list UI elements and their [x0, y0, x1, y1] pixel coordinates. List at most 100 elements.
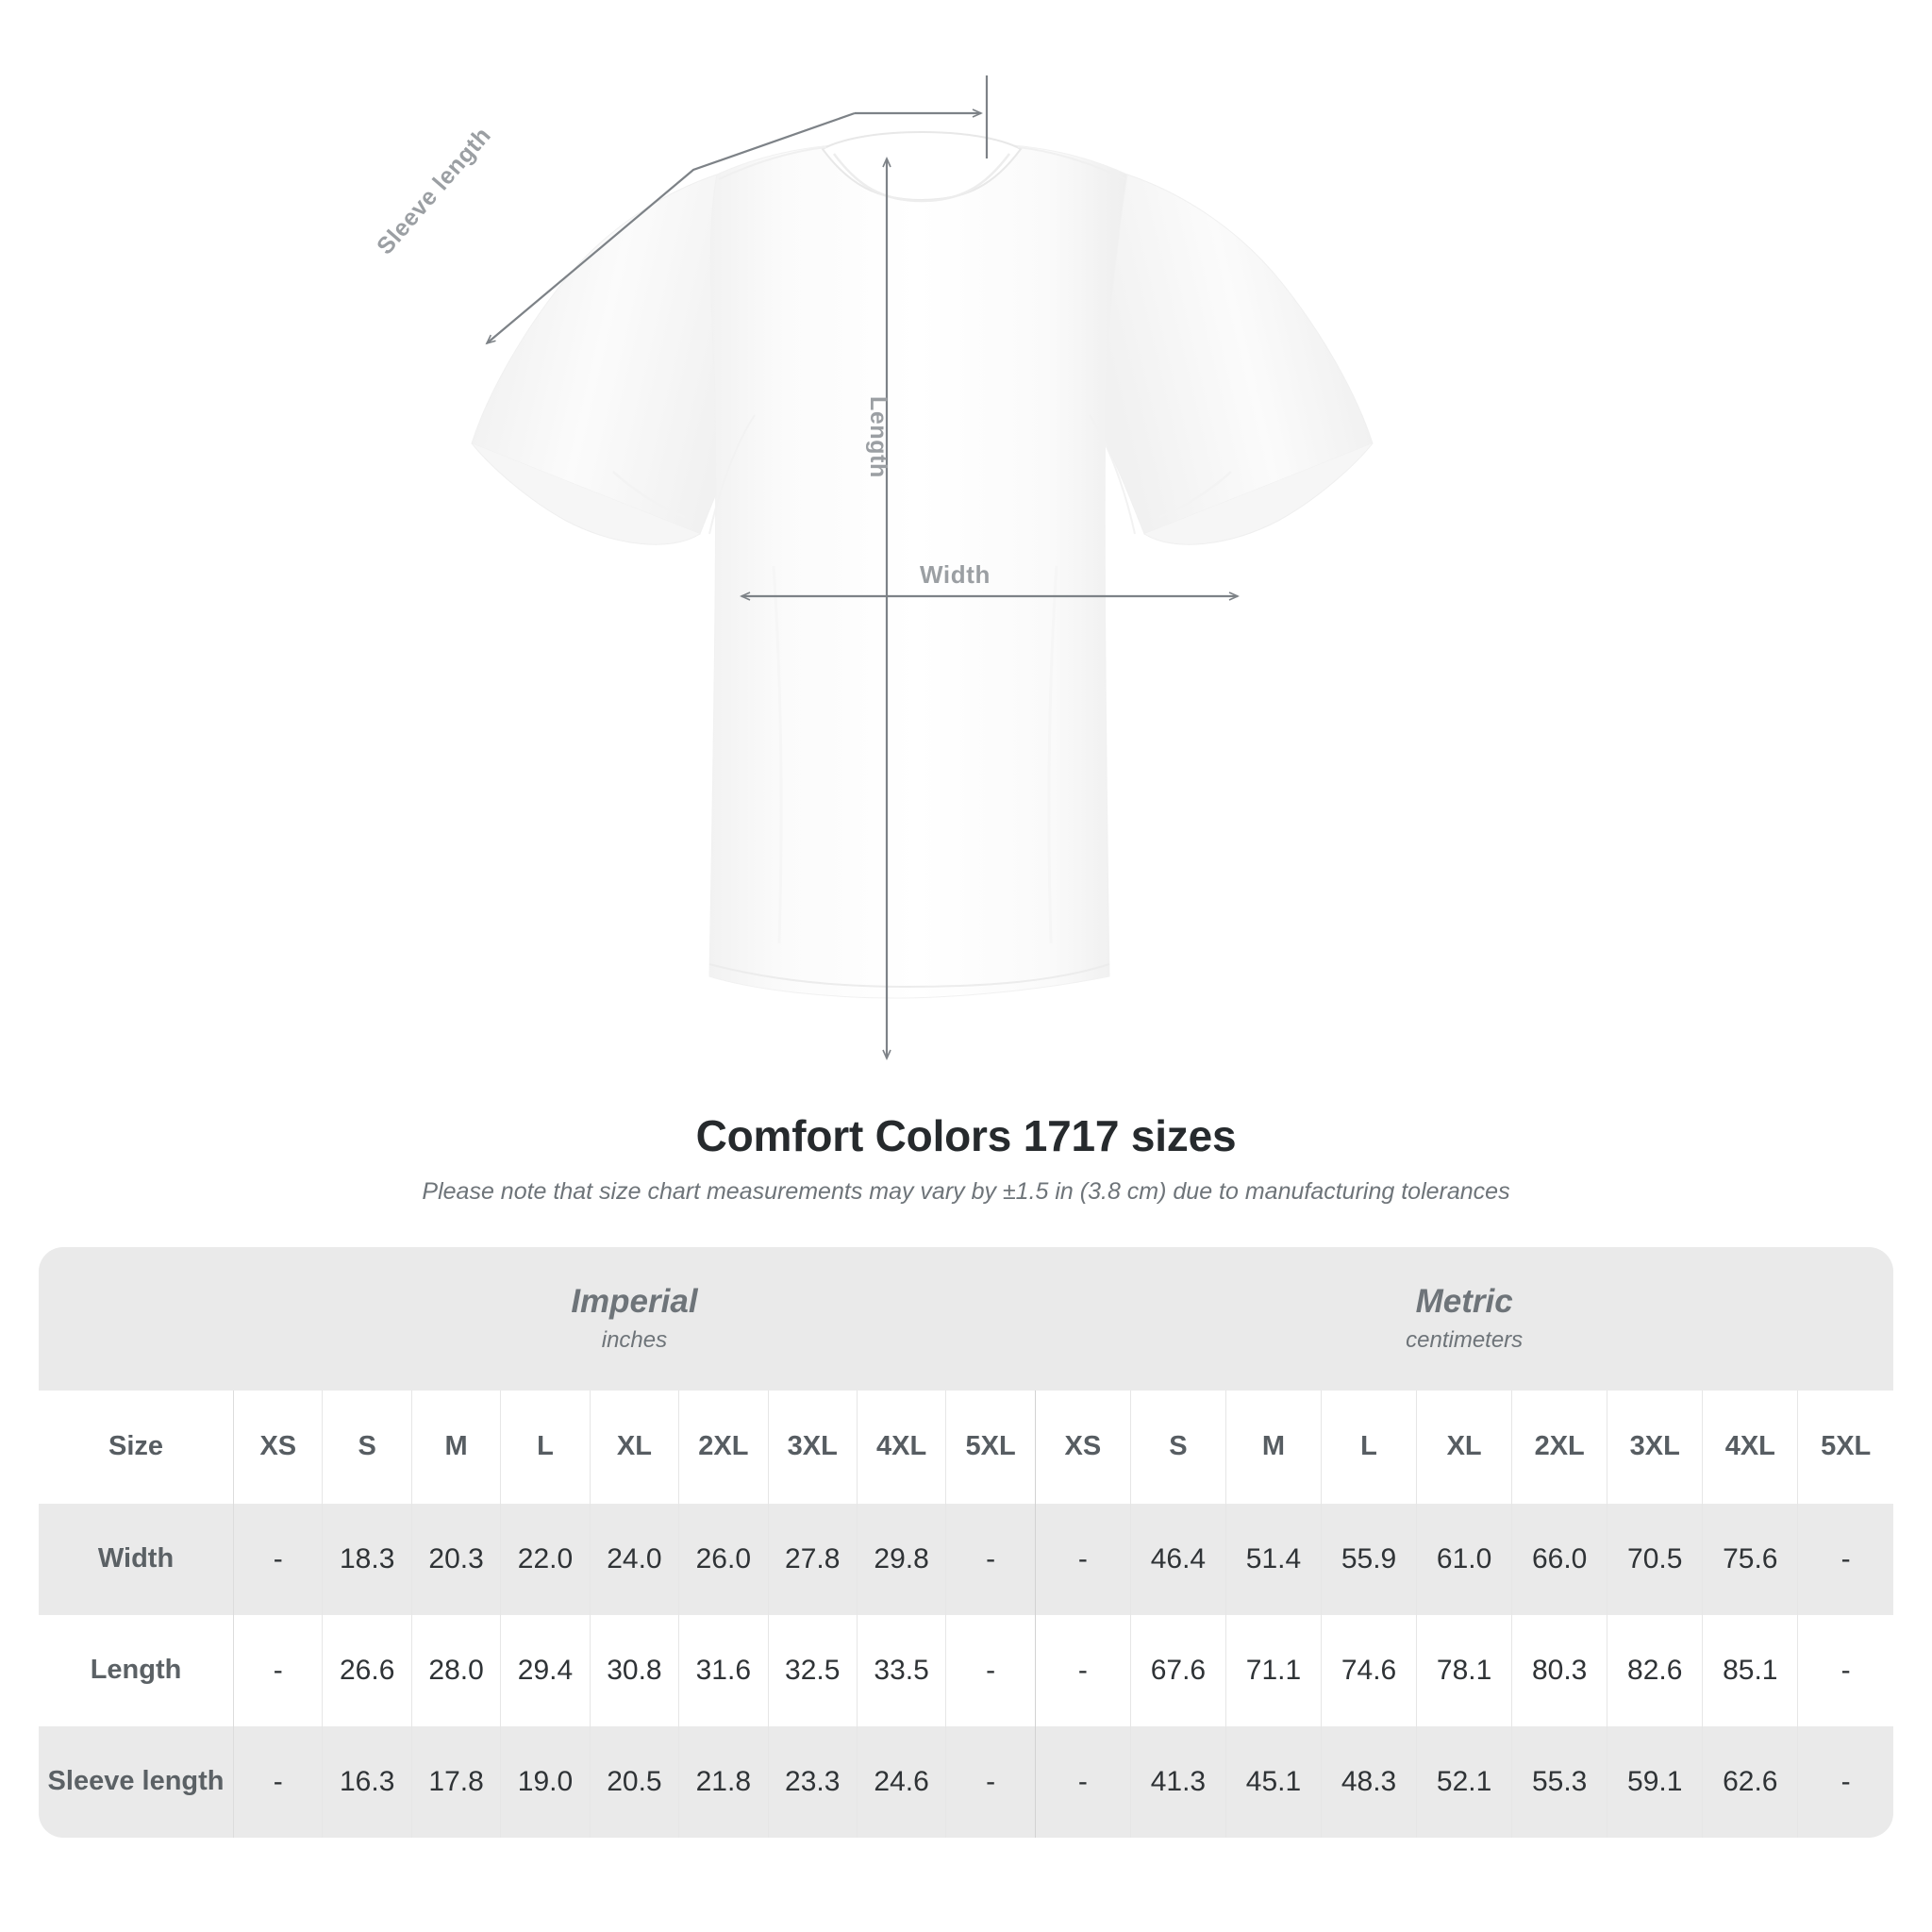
cell-sleeve-metric-2xl: 55.3 — [1511, 1725, 1608, 1838]
size-header-imperial-xl: XL — [590, 1390, 680, 1504]
size-header-imperial-5xl: 5XL — [945, 1390, 1036, 1504]
cell-sleeve-metric-5xl: - — [1797, 1725, 1893, 1838]
row-label-width: Width — [39, 1503, 235, 1615]
cell-width-imperial-l: 22.0 — [500, 1503, 591, 1615]
cell-length-imperial-5xl: - — [945, 1614, 1036, 1726]
cell-length-metric-l: 74.6 — [1321, 1614, 1418, 1726]
cell-width-metric-3xl: 70.5 — [1607, 1503, 1704, 1615]
cell-length-imperial-xl: 30.8 — [590, 1614, 680, 1726]
size-header-metric-xl: XL — [1416, 1390, 1513, 1504]
cell-sleeve-metric-3xl: 59.1 — [1607, 1725, 1704, 1838]
size-header-metric-4xl: 4XL — [1702, 1390, 1799, 1504]
cell-width-imperial-3xl: 27.8 — [768, 1503, 858, 1615]
cell-sleeve-imperial-xs: - — [233, 1725, 324, 1838]
size-header-metric-2xl: 2XL — [1511, 1390, 1608, 1504]
cell-width-imperial-m: 20.3 — [411, 1503, 502, 1615]
size-header-imperial-4xl: 4XL — [857, 1390, 947, 1504]
size-header-metric-l: L — [1321, 1390, 1418, 1504]
sleeve-length-arrow — [485, 75, 989, 345]
page-title: Comfort Colors 1717 sizes — [695, 1111, 1237, 1160]
size-header-imperial-2xl: 2XL — [678, 1390, 769, 1504]
cell-length-metric-4xl: 85.1 — [1702, 1614, 1799, 1726]
cell-length-metric-5xl: - — [1797, 1614, 1893, 1726]
width-annotation-label: Width — [920, 560, 991, 589]
title-block: Comfort Colors 1717 sizes Please note th… — [0, 1111, 1932, 1206]
cell-width-metric-s: 46.4 — [1130, 1503, 1226, 1615]
row-label-sleeve-length: Sleeve length — [39, 1725, 235, 1838]
cell-sleeve-imperial-4xl: 24.6 — [857, 1725, 947, 1838]
unit-group-imperial-unit: inches — [601, 1327, 668, 1354]
cell-width-metric-m: 51.4 — [1225, 1503, 1323, 1615]
unit-group-imperial: Imperial inches — [233, 1246, 1036, 1391]
cell-sleeve-imperial-l: 19.0 — [500, 1725, 591, 1838]
cell-sleeve-metric-4xl: 62.6 — [1702, 1725, 1799, 1838]
cell-length-metric-xl: 78.1 — [1416, 1614, 1513, 1726]
cell-length-imperial-3xl: 32.5 — [768, 1614, 858, 1726]
size-header-metric-s: S — [1130, 1390, 1226, 1504]
cell-length-imperial-l: 29.4 — [500, 1614, 591, 1726]
cell-width-metric-xs: - — [1035, 1503, 1131, 1615]
row-label-length: Length — [39, 1614, 235, 1726]
cell-sleeve-imperial-xl: 20.5 — [590, 1725, 680, 1838]
cell-sleeve-metric-s: 41.3 — [1130, 1725, 1226, 1838]
shirt-shape — [471, 130, 1374, 999]
cell-length-metric-xs: - — [1035, 1614, 1131, 1726]
table-row-sleeve-length: Sleeve length - 16.3 17.8 19.0 20.5 21.8… — [39, 1725, 1893, 1838]
size-header-imperial-s: S — [322, 1390, 412, 1504]
cell-length-imperial-4xl: 33.5 — [857, 1614, 947, 1726]
cell-length-imperial-xs: - — [233, 1614, 324, 1726]
size-chart-table: Imperial inches Metric centimeters Size … — [39, 1246, 1893, 1838]
cell-width-metric-xl: 61.0 — [1416, 1503, 1513, 1615]
unit-group-row: Imperial inches Metric centimeters — [39, 1246, 1893, 1391]
cell-width-metric-4xl: 75.6 — [1702, 1503, 1799, 1615]
tshirt-diagram — [471, 75, 1374, 1060]
cell-sleeve-metric-m: 45.1 — [1225, 1725, 1323, 1838]
tshirt-illustration: Sleeve length Length Width — [372, 75, 1374, 1060]
size-header-imperial-xs: XS — [233, 1390, 324, 1504]
unit-group-metric-unit: centimeters — [1406, 1327, 1524, 1354]
size-header-metric-5xl: 5XL — [1797, 1390, 1893, 1504]
unit-group-metric-name: Metric — [1415, 1282, 1513, 1320]
size-header-row: Size XS S M L XL 2XL 3XL 4XL 5XL XS S M … — [39, 1390, 1893, 1504]
size-header-label: Size — [39, 1390, 235, 1504]
table-row-length: Length - 26.6 28.0 29.4 30.8 31.6 32.5 3… — [39, 1614, 1893, 1726]
size-header-metric-3xl: 3XL — [1607, 1390, 1704, 1504]
cell-sleeve-metric-xs: - — [1035, 1725, 1131, 1838]
unit-group-imperial-name: Imperial — [571, 1282, 698, 1320]
tolerance-note: Please note that size chart measurements… — [422, 1177, 1510, 1205]
cell-sleeve-imperial-5xl: - — [945, 1725, 1036, 1838]
cell-width-metric-l: 55.9 — [1321, 1503, 1418, 1615]
cell-length-metric-m: 71.1 — [1225, 1614, 1323, 1726]
cell-length-metric-3xl: 82.6 — [1607, 1614, 1704, 1726]
cell-width-imperial-s: 18.3 — [322, 1503, 412, 1615]
cell-width-metric-5xl: - — [1797, 1503, 1893, 1615]
length-annotation-label: Length — [865, 396, 891, 478]
cell-sleeve-metric-l: 48.3 — [1321, 1725, 1418, 1838]
size-header-imperial-m: M — [411, 1390, 502, 1504]
cell-sleeve-imperial-m: 17.8 — [411, 1725, 502, 1838]
cell-width-imperial-xl: 24.0 — [590, 1503, 680, 1615]
cell-length-imperial-2xl: 31.6 — [678, 1614, 769, 1726]
cell-width-imperial-2xl: 26.0 — [678, 1503, 769, 1615]
cell-width-imperial-5xl: - — [945, 1503, 1036, 1615]
cell-length-metric-s: 67.6 — [1130, 1614, 1226, 1726]
size-header-imperial-3xl: 3XL — [768, 1390, 858, 1504]
cell-sleeve-imperial-2xl: 21.8 — [678, 1725, 769, 1838]
size-header-metric-m: M — [1225, 1390, 1323, 1504]
unit-spacer-cell — [39, 1246, 234, 1391]
cell-width-imperial-xs: - — [233, 1503, 324, 1615]
cell-width-imperial-4xl: 29.8 — [857, 1503, 947, 1615]
cell-sleeve-imperial-s: 16.3 — [322, 1725, 412, 1838]
cell-length-imperial-m: 28.0 — [411, 1614, 502, 1726]
table-row-width: Width - 18.3 20.3 22.0 24.0 26.0 27.8 29… — [39, 1503, 1893, 1615]
cell-sleeve-metric-xl: 52.1 — [1416, 1725, 1513, 1838]
size-header-imperial-l: L — [500, 1390, 591, 1504]
unit-group-metric: Metric centimeters — [1035, 1246, 1893, 1391]
size-table-container: Imperial inches Metric centimeters Size … — [39, 1246, 1893, 1838]
cell-length-metric-2xl: 80.3 — [1511, 1614, 1608, 1726]
cell-length-imperial-s: 26.6 — [322, 1614, 412, 1726]
cell-sleeve-imperial-3xl: 23.3 — [768, 1725, 858, 1838]
size-header-metric-xs: XS — [1035, 1390, 1131, 1504]
cell-width-metric-2xl: 66.0 — [1511, 1503, 1608, 1615]
measurement-lines — [485, 75, 1240, 1060]
